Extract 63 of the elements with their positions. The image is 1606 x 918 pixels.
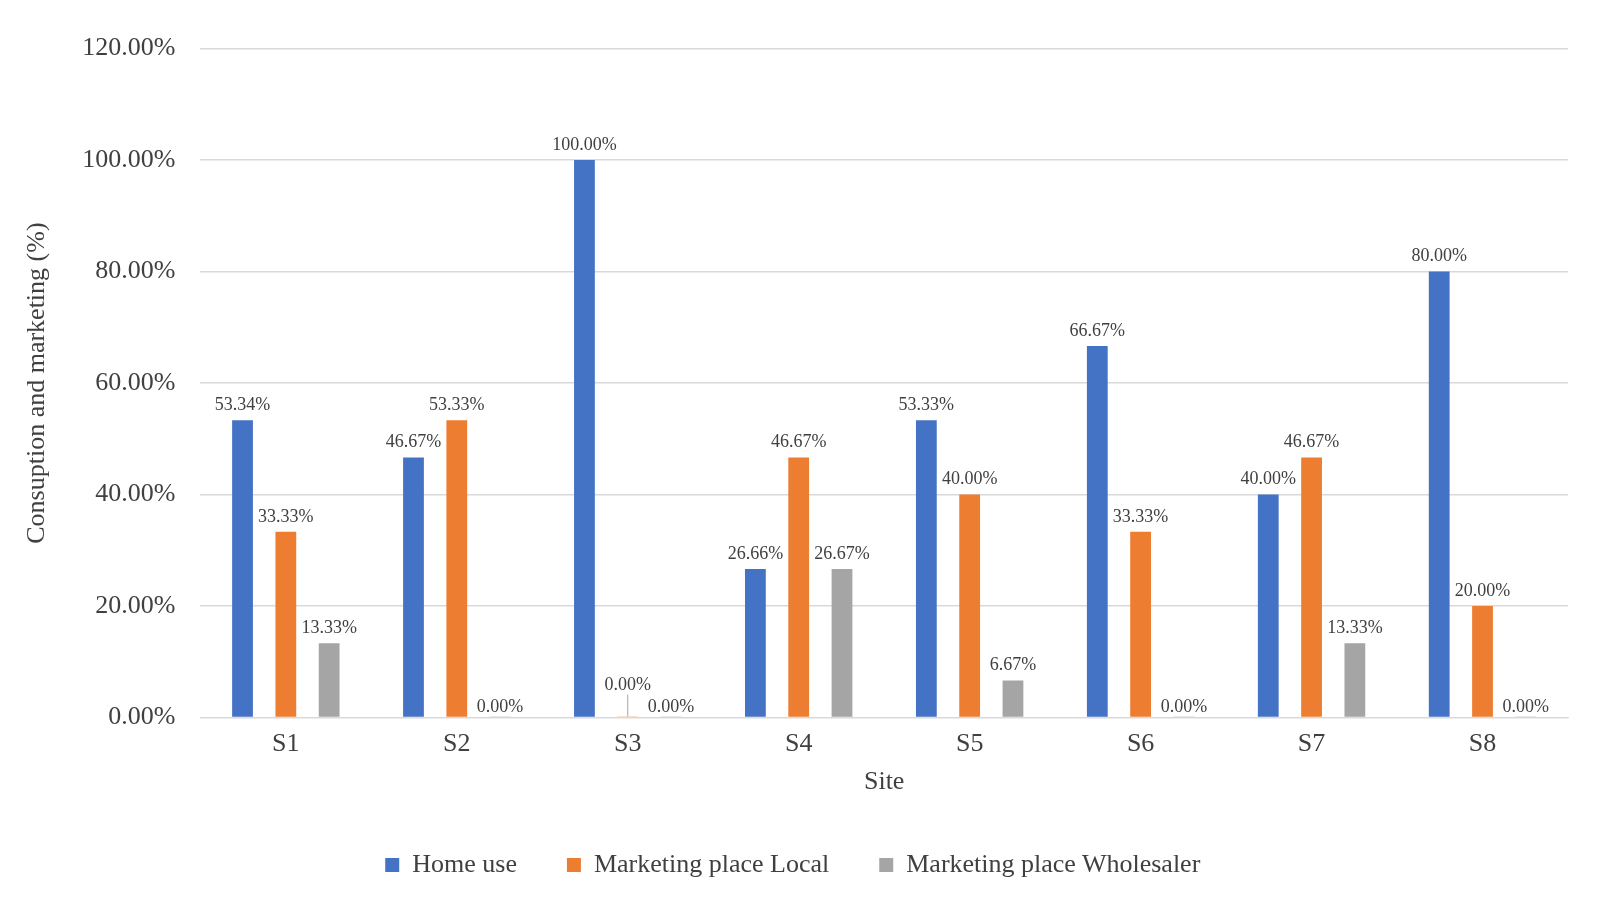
data-label: 40.00% [941, 468, 998, 489]
x-tick-label: S2 [443, 728, 471, 758]
data-label: 0.00% [1160, 696, 1208, 717]
bar [1086, 345, 1108, 717]
data-label: 33.33% [258, 505, 314, 526]
x-tick-label: S7 [1297, 728, 1326, 758]
y-tick-label: 100.00% [82, 143, 176, 173]
x-tick-label: S3 [614, 728, 642, 758]
y-tick-label: 60.00% [95, 366, 176, 396]
bar [959, 494, 981, 717]
data-label: 53.34% [214, 393, 271, 414]
y-tick-label: 120.00% [82, 32, 176, 62]
x-tick-label: S6 [1126, 728, 1155, 758]
data-label: 66.67% [1069, 319, 1126, 340]
bar [1257, 494, 1279, 717]
x-tick-label: S4 [784, 728, 813, 758]
legend-label: Home use [412, 848, 517, 878]
data-label: 46.67% [770, 431, 827, 452]
bar [275, 531, 297, 717]
data-label: 46.67% [385, 431, 442, 452]
data-label: 80.00% [1411, 245, 1467, 266]
data-label: 40.00% [1240, 468, 1297, 489]
bar [232, 420, 253, 717]
data-label: 6.67% [989, 654, 1037, 675]
x-tick-label: S5 [955, 728, 984, 758]
bar [574, 160, 595, 717]
bar [318, 643, 340, 717]
bar [1472, 606, 1493, 717]
x-tick-label: S1 [272, 728, 300, 758]
bar [446, 420, 468, 717]
y-axis-title: Consuption and marketing (%) [21, 222, 51, 544]
data-label: 20.00% [1454, 579, 1511, 600]
bar [1344, 643, 1366, 717]
x-axis-title: Site [863, 766, 905, 796]
y-tick-label: 40.00% [95, 478, 176, 508]
data-label: 100.00% [552, 133, 617, 154]
bar [1130, 531, 1152, 717]
data-label: 53.33% [429, 394, 485, 415]
y-tick-label: 80.00% [95, 255, 176, 285]
data-label: 13.33% [1327, 617, 1383, 638]
data-label: 0.00% [604, 674, 651, 695]
bar [1002, 680, 1024, 717]
data-label: 53.33% [898, 394, 955, 415]
data-label: 33.33% [1112, 505, 1169, 526]
bar [831, 568, 853, 717]
data-label: 46.67% [1283, 431, 1340, 452]
data-label: 0.00% [647, 696, 695, 717]
x-tick-label: S8 [1468, 728, 1497, 758]
data-label: 26.67% [814, 542, 870, 563]
data-label: 13.33% [301, 617, 357, 638]
data-label: 0.00% [1502, 696, 1550, 717]
data-label: 0.00% [476, 696, 524, 717]
legend-label: Marketing place Local [593, 848, 830, 878]
bar [1428, 271, 1450, 717]
y-tick-label: 20.00% [95, 589, 176, 619]
bar [403, 457, 424, 717]
bar [788, 457, 810, 717]
bar [745, 568, 766, 717]
data-label: 26.66% [727, 542, 784, 563]
bar [915, 420, 937, 717]
bar [1301, 457, 1322, 717]
y-tick-label: 0.00% [108, 701, 176, 731]
legend-label: Marketing place Wholesaler [906, 848, 1201, 878]
